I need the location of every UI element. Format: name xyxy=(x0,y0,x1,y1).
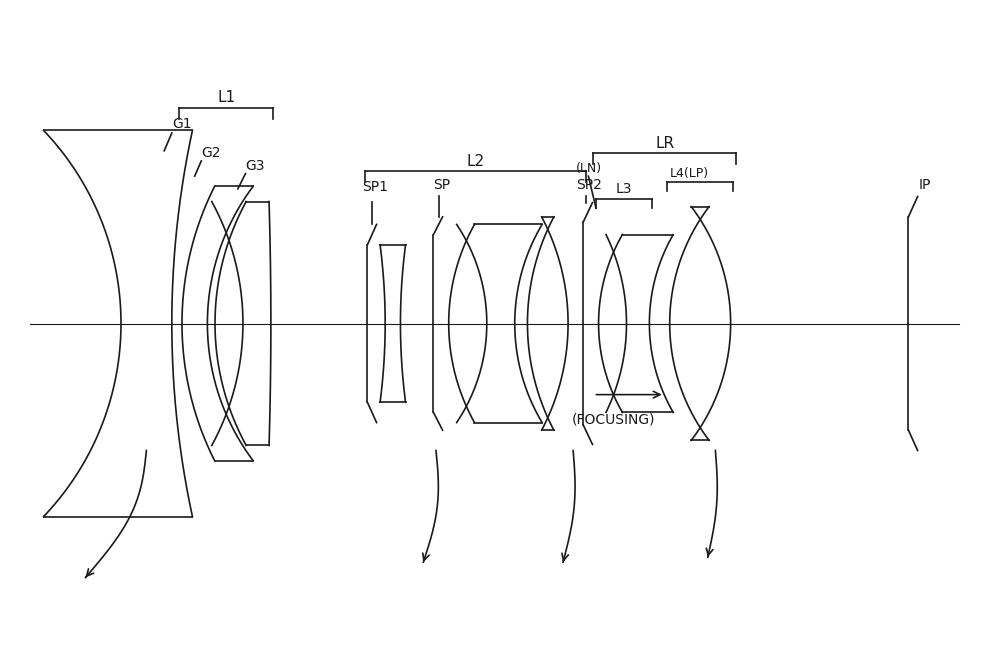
Text: SP: SP xyxy=(434,179,451,192)
Text: (FOCUSING): (FOCUSING) xyxy=(572,412,655,426)
Text: L4(LP): L4(LP) xyxy=(669,167,709,180)
Text: G2: G2 xyxy=(201,146,221,160)
Text: L2: L2 xyxy=(467,153,485,169)
Text: L1: L1 xyxy=(218,90,236,105)
Text: (LN): (LN) xyxy=(575,162,601,175)
Text: LR: LR xyxy=(655,136,674,151)
Text: G1: G1 xyxy=(172,118,192,131)
Text: SP1: SP1 xyxy=(363,180,389,194)
Text: G3: G3 xyxy=(246,159,265,173)
Text: IP: IP xyxy=(919,179,931,192)
Text: L3: L3 xyxy=(615,182,632,197)
Text: SP2: SP2 xyxy=(575,179,601,192)
